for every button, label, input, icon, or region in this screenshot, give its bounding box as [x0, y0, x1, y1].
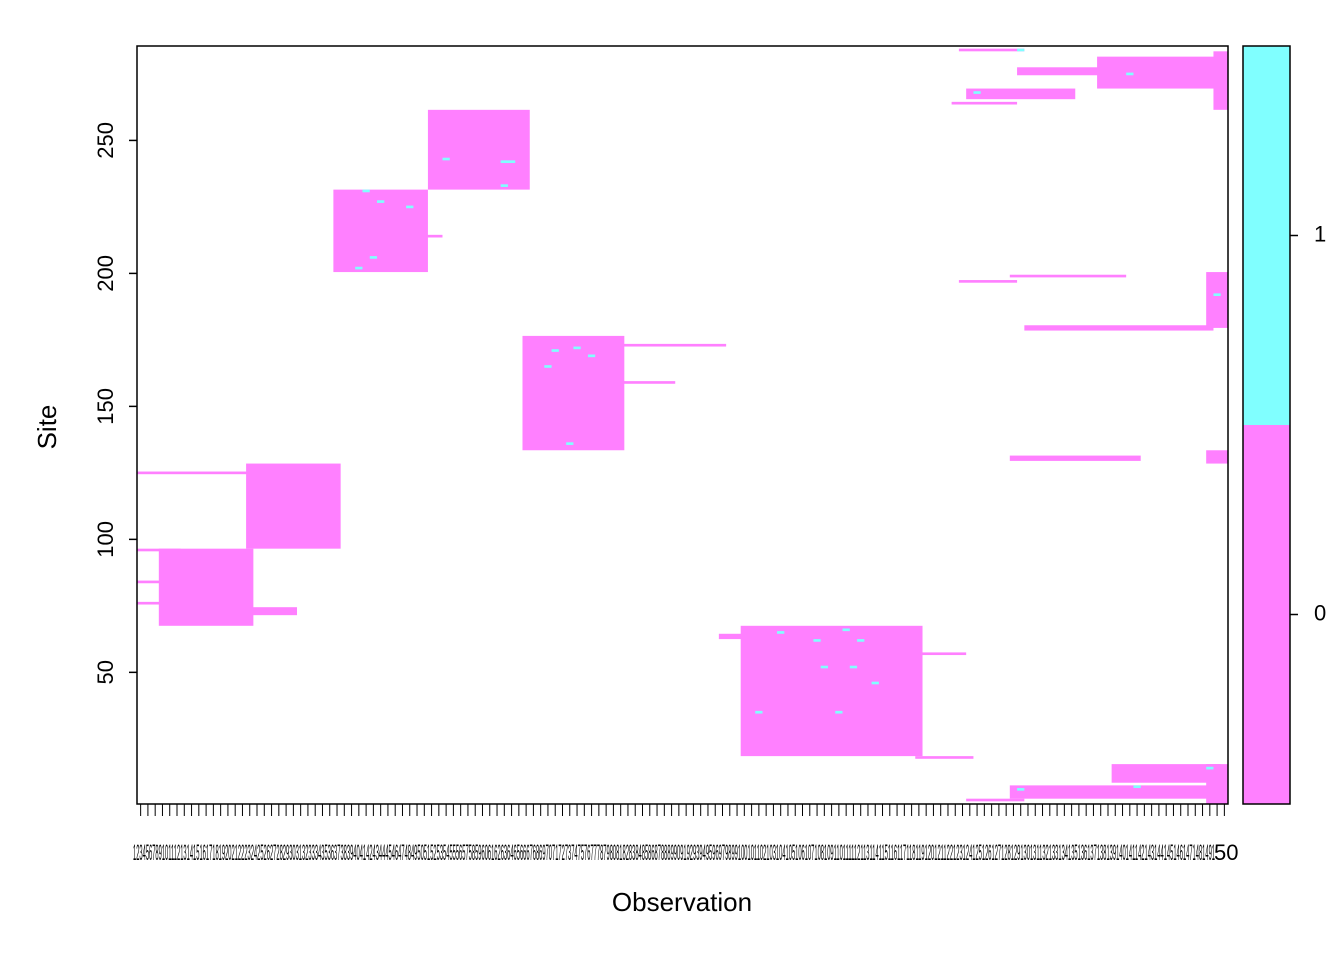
x-tick-label-last: 50 [1214, 840, 1238, 865]
heatmap-cell-value-0 [958, 280, 1018, 283]
heatmap-cell-value-1 [500, 184, 508, 187]
heatmap-cell-value-0 [1097, 56, 1221, 89]
heatmap-cell-value-1 [362, 189, 370, 193]
heatmap-cell-value-0 [522, 335, 625, 451]
heatmap-cell-value-1 [1213, 293, 1221, 297]
heatmap-cell-value-0 [427, 109, 530, 190]
heatmap-cell-value-1 [813, 639, 821, 642]
heatmap-cell-value-1 [442, 157, 450, 161]
heatmap-cell-value-0 [958, 48, 1025, 52]
heatmap-cell-value-1 [544, 365, 552, 368]
heatmap-cell-value-0 [966, 88, 1076, 100]
heatmap-cell-value-1 [377, 200, 385, 203]
y-axis: 50 100 150 200 250 [93, 122, 137, 685]
heatmap-cell-value-0 [740, 625, 923, 757]
heatmap-cell-value-0 [1009, 785, 1221, 799]
heatmap-cell-value-0 [137, 471, 254, 475]
heatmap-cell-value-1 [587, 354, 596, 358]
heatmap-cell-value-1 [1017, 48, 1025, 52]
heatmap-cell-value-1 [871, 681, 879, 685]
heatmap-cell-value-0 [915, 652, 967, 656]
heatmap-cell-value-1 [1017, 788, 1025, 791]
color-key-border [1242, 45, 1291, 805]
heatmap-cell-value-0 [1111, 764, 1221, 783]
heatmap-cell-value-1 [406, 205, 414, 209]
heatmap-cell-value-0 [966, 798, 1025, 802]
heatmap-cells [137, 48, 1228, 804]
heatmap-cell-value-1 [566, 442, 574, 445]
y-tick-label: 150 [93, 388, 118, 425]
y-tick-label: 50 [93, 660, 118, 684]
heatmap-cell-value-0 [246, 607, 298, 616]
color-key-swatch [1243, 425, 1290, 804]
color-key-swatch [1243, 46, 1290, 425]
heatmap-cell-value-1 [500, 160, 516, 164]
heatmap-cell-value-0 [617, 343, 727, 347]
heatmap-cell-value-1 [857, 639, 865, 642]
heatmap-cell-value-1 [1206, 766, 1214, 770]
x-axis-label: Observation [612, 887, 752, 917]
y-tick-label: 100 [93, 521, 118, 558]
heatmap-cell-value-1 [835, 710, 843, 714]
heatmap-cell-value-0 [333, 189, 428, 273]
heatmap-cell-value-0 [1009, 455, 1141, 461]
heatmap-cell-value-1 [551, 349, 559, 352]
y-axis-label: Site [32, 405, 62, 450]
heatmap-cell-value-0 [915, 756, 974, 759]
heatmap-cell-value-1 [973, 91, 981, 94]
heatmap-cell-value-1 [849, 665, 858, 669]
heatmap-cell-value-1 [369, 256, 378, 259]
color-key-tick-label: 0 [1314, 600, 1326, 625]
heatmap-cell-value-0 [951, 101, 1018, 105]
heatmap-cell-value-1 [820, 665, 828, 669]
heatmap-cell-value-1 [1126, 72, 1134, 76]
heatmap-cell-value-0 [1206, 764, 1228, 804]
heatmap-cell-value-1 [573, 346, 581, 350]
plot-border [136, 45, 1229, 805]
heatmap-cell-value-0 [1024, 325, 1214, 331]
heatmap-cell-value-0 [420, 234, 443, 238]
heatmap-cell-value-0 [137, 580, 167, 584]
heatmap-cell-value-1 [777, 631, 785, 634]
heatmap-cell-value-1 [842, 628, 850, 632]
heatmap-cell-value-1 [755, 710, 763, 714]
heatmap-cell-value-0 [718, 633, 748, 640]
x-tick-labels: 1234567891011121314151617181920212223242… [133, 840, 1215, 865]
x-axis [140, 804, 1225, 816]
heatmap-cell-value-0 [1017, 67, 1112, 76]
heatmap-cell-value-0 [1206, 450, 1228, 464]
color-key: 01 [1242, 45, 1326, 805]
heatmap-cell-value-0 [246, 463, 341, 549]
y-tick-label: 250 [93, 122, 118, 159]
heatmap-cell-value-0 [1009, 274, 1127, 278]
heatmap-cell-value-0 [617, 381, 676, 384]
color-key-tick-label: 1 [1314, 221, 1326, 246]
heatmap-cell-value-1 [355, 266, 363, 270]
heatmap-cell-value-0 [1213, 51, 1228, 110]
heatmap-cell-value-1 [1133, 785, 1141, 789]
heatmap-cell-value-0 [1206, 272, 1228, 328]
heatmap-cell-value-0 [158, 548, 254, 626]
heatmap-cell-value-0 [137, 601, 167, 605]
y-tick-label: 200 [93, 255, 118, 292]
